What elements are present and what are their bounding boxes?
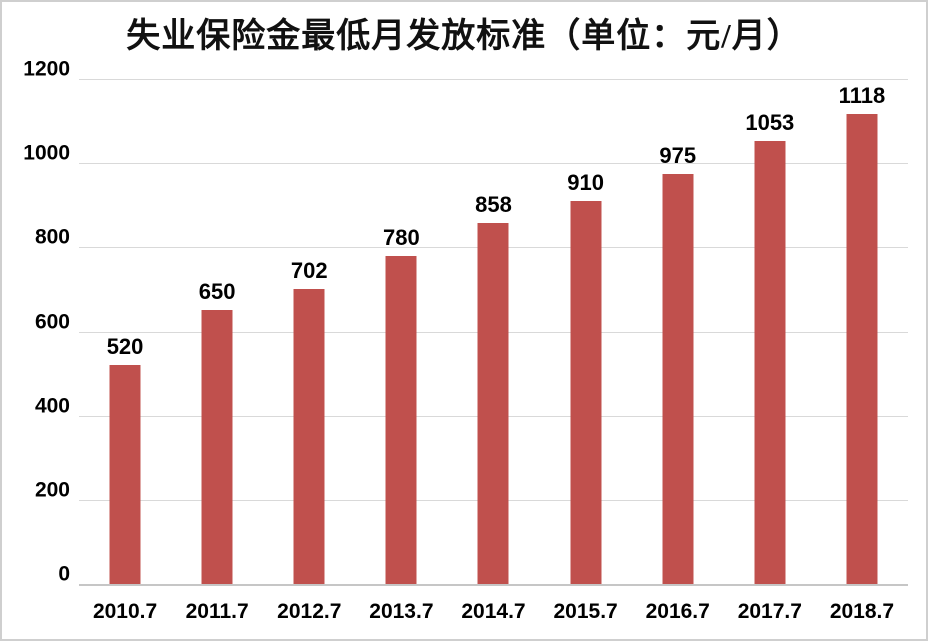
x-tick-label: 2018.7 bbox=[829, 600, 895, 623]
chart-title: 失业保险金最低月发放标准（单位：元/月） bbox=[126, 18, 802, 55]
x-tick-label: 2012.7 bbox=[277, 600, 342, 623]
bar-slot: 702 2012.7 bbox=[263, 79, 355, 622]
bar-slot: 650 2011.7 bbox=[171, 79, 263, 622]
bars-row: 520 2010.7 650 2011.7 702 2012.7 780 2013.7 858 2… bbox=[79, 79, 908, 622]
y-tick-label: 1200 bbox=[23, 57, 70, 81]
gridline bbox=[79, 79, 908, 80]
bar-slot: 910 2015.7 bbox=[540, 79, 632, 622]
x-tick-label: 2014.7 bbox=[461, 600, 526, 623]
bar-value-label: 650 bbox=[198, 279, 236, 305]
bar-value-label: 520 bbox=[106, 334, 144, 360]
bar bbox=[477, 222, 509, 584]
bar-slot: 975 2016.7 bbox=[632, 79, 724, 622]
bar-slot: 520 2010.7 bbox=[79, 79, 171, 622]
bar-slot: 1118 2018.7 bbox=[816, 79, 908, 622]
x-tick-label: 2011.7 bbox=[185, 600, 249, 623]
x-tick-label: 2015.7 bbox=[553, 600, 618, 623]
bar bbox=[846, 113, 878, 584]
y-tick-label: 800 bbox=[34, 225, 70, 249]
bar bbox=[754, 140, 786, 584]
x-tick-label: 2010.7 bbox=[92, 600, 158, 623]
bar bbox=[570, 201, 602, 584]
y-tick-label: 400 bbox=[34, 394, 70, 418]
x-tick-label: 2016.7 bbox=[645, 600, 710, 623]
bar-value-label: 1053 bbox=[745, 109, 795, 135]
y-tick-label: 200 bbox=[34, 478, 70, 502]
y-axis: 0 200 400 600 800 1000 1200 bbox=[2, 59, 70, 586]
y-tick-label: 1000 bbox=[23, 141, 70, 165]
bar bbox=[293, 288, 325, 584]
bar-value-label: 702 bbox=[290, 257, 328, 283]
bar-value-label: 975 bbox=[659, 142, 697, 168]
bar bbox=[385, 255, 417, 584]
x-tick-label: 2013.7 bbox=[369, 600, 434, 623]
x-tick-label: 2017.7 bbox=[737, 600, 802, 623]
y-tick-label: 600 bbox=[34, 310, 70, 333]
plot-area: 520 2010.7 650 2011.7 702 2012.7 780 2013.7 858 2… bbox=[79, 79, 908, 622]
bar-value-label: 780 bbox=[383, 224, 420, 250]
bar-value-label: 858 bbox=[475, 191, 512, 217]
bar bbox=[109, 365, 141, 584]
y-tick-label: 0 bbox=[58, 562, 70, 586]
bar-value-label: 910 bbox=[567, 170, 604, 196]
gridline bbox=[79, 163, 908, 165]
bar-slot: 858 2014.7 bbox=[447, 79, 539, 622]
bar-slot: 780 2013.7 bbox=[355, 79, 447, 622]
bar-value-label: 1118 bbox=[838, 82, 886, 108]
bar bbox=[662, 173, 694, 584]
bar-slot: 1053 2017.7 bbox=[724, 79, 816, 622]
bar bbox=[201, 310, 233, 584]
